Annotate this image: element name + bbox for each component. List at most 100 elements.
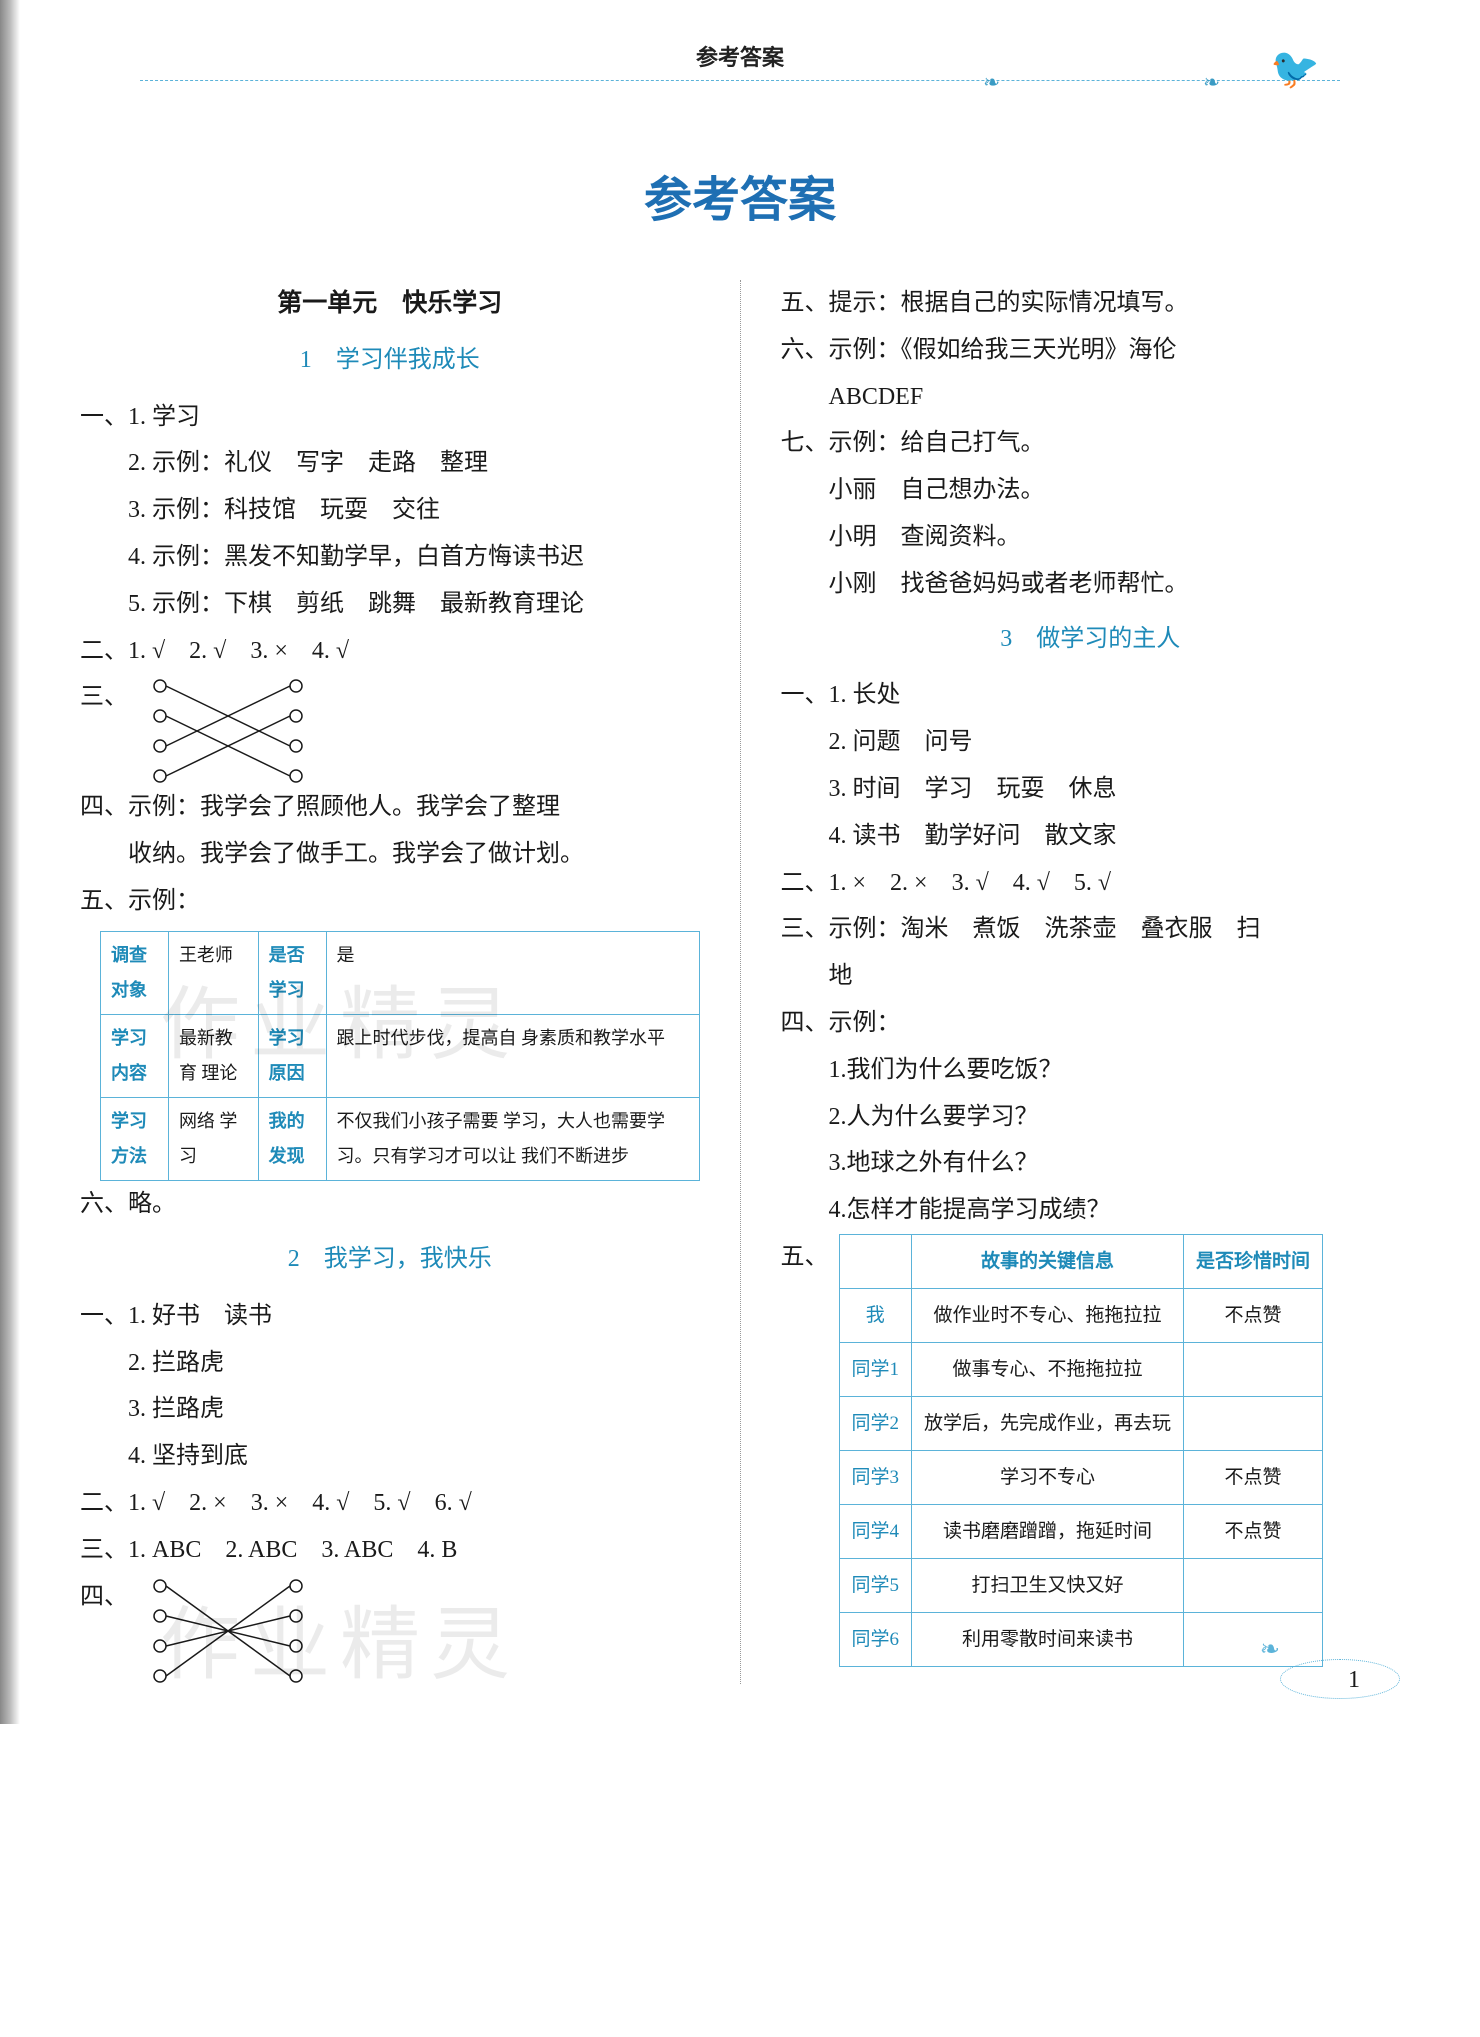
answer-line: 4.怎样才能提高学习成绩？ [781,1187,1401,1234]
answer-line: ABCDEF [781,374,1401,421]
cell: 利用零散时间来读书 [912,1613,1184,1667]
header-cell: 是否珍惜时间 [1184,1234,1323,1288]
cell: 学习内容 [101,1014,169,1097]
q4-label: 四、 [80,1574,128,1621]
answer-line: 3. 示例：科技馆 玩耍 交往 [80,487,700,534]
answer-line: 3. 拦路虎 [80,1386,700,1433]
answer-line: 六、示例：《假如给我三天光明》海伦 [781,327,1401,374]
answer-line: 一、1. 长处 [781,672,1401,719]
header-cell [839,1234,912,1288]
page-number-decoration [1280,1659,1400,1699]
answer-line: 2.人为什么要学习？ [781,1094,1401,1141]
cell: 我的发现 [258,1098,326,1181]
answer-line: 收纳。我学会了做手工。我学会了做计划。 [80,831,700,878]
cell: 调查对象 [101,931,169,1014]
survey-table: 调查对象 王老师 是否学习 是 学习内容 最新教育 理论 学习原因 跟上时代步伐… [100,931,700,1182]
table-header-row: 故事的关键信息 是否珍惜时间 [839,1234,1323,1288]
cell: 不仅我们小孩子需要 学习，大人也需要学 习。只有学习才可以让 我们不断进步 [326,1098,699,1181]
table-row: 学习内容 最新教育 理论 学习原因 跟上时代步伐，提高自 身素质和教学水平 [101,1014,700,1097]
cell: 我 [839,1288,912,1342]
q3-row: 三、 [80,674,700,784]
cell: 同学1 [839,1343,912,1397]
answer-line: 1.我们为什么要吃饭？ [781,1047,1401,1094]
cell: 读书磨磨蹭蹭，拖延时间 [912,1505,1184,1559]
table-row: 同学4 读书磨磨蹭蹭，拖延时间 不点赞 [839,1505,1323,1559]
answer-line: 一、1. 好书 读书 [80,1293,700,1340]
q4-row: 四、 [80,1574,700,1684]
answer-line: 二、1. √ 2. √ 3. × 4. √ [80,628,700,675]
q5-row: 五、 故事的关键信息 是否珍惜时间 我 做作业时不专心、拖拖拉拉 不点赞 同学1… [781,1234,1401,1667]
cell: 不点赞 [1184,1451,1323,1505]
cell: 放学后，先完成作业，再去玩 [912,1397,1184,1451]
cell: 是否学习 [258,931,326,1014]
answer-line: 4. 坚持到底 [80,1433,700,1480]
cell [1184,1343,1323,1397]
page-number: 1 [1348,1667,1360,1694]
column-divider [740,280,741,1684]
cell: 学习不专心 [912,1451,1184,1505]
q5-label: 五、 [781,1234,829,1281]
matching-diagram [148,674,308,784]
answer-line: 三、1. ABC 2. ABC 3. ABC 4. B [80,1527,700,1574]
table-row: 同学3 学习不专心 不点赞 [839,1451,1323,1505]
q4-label: 四、示例： [781,1000,1401,1047]
answer-line: 二、1. × 2. × 3. √ 4. √ 5. √ [781,860,1401,907]
cherish-time-table: 故事的关键信息 是否珍惜时间 我 做作业时不专心、拖拖拉拉 不点赞 同学1 做事… [839,1234,1324,1667]
leaf-icon: ❧ [1260,1635,1280,1664]
table-row: 同学6 利用零散时间来读书 [839,1613,1323,1667]
cell: 网络 学习 [168,1098,258,1181]
answer-line: 小刚 找爸爸妈妈或者老师帮忙。 [781,561,1401,608]
answer-line: 二、1. √ 2. × 3. × 4. √ 5. √ 6. √ [80,1480,700,1527]
leaf-icon: ❧ [983,70,1000,95]
table-row: 调查对象 王老师 是否学习 是 [101,931,700,1014]
cell: 同学4 [839,1505,912,1559]
cell: 同学2 [839,1397,912,1451]
table-row: 同学1 做事专心、不拖拖拉拉 [839,1343,1323,1397]
answer-line: 六、略。 [80,1181,700,1228]
header-decoration: 参考答案 🐦 ❧ ❧ [80,40,1400,120]
cell: 是 [326,931,699,1014]
answer-line: 2. 示例：礼仪 写字 走路 整理 [80,440,700,487]
table-row: 同学2 放学后，先完成作业，再去玩 [839,1397,1323,1451]
answer-line: 3.地球之外有什么？ [781,1140,1401,1187]
bird-icon: 🐦 [1270,45,1320,92]
answer-line: 五、提示：根据自己的实际情况填写。 [781,280,1401,327]
main-title: 参考答案 [80,160,1400,230]
cell [1184,1613,1323,1667]
cell: 做作业时不专心、拖拖拉拉 [912,1288,1184,1342]
content-columns: 第一单元 快乐学习 1 学习伴我成长 一、1. 学习 2. 示例：礼仪 写字 走… [80,280,1400,1684]
answer-line: 2. 拦路虎 [80,1340,700,1387]
leaf-icon: ❧ [1203,70,1220,95]
answer-line: 2. 问题 问号 [781,719,1401,766]
unit-title: 第一单元 快乐学习 [80,280,700,329]
table-row: 我 做作业时不专心、拖拖拉拉 不点赞 [839,1288,1323,1342]
header-cell: 故事的关键信息 [912,1234,1184,1288]
answer-line: 3. 时间 学习 玩耍 休息 [781,766,1401,813]
cell: 最新教育 理论 [168,1014,258,1097]
cell: 跟上时代步伐，提高自 身素质和教学水平 [326,1014,699,1097]
cell: 打扫卫生又快又好 [912,1559,1184,1613]
cell: 同学5 [839,1559,912,1613]
answer-line: 四、示例：我学会了照顾他人。我学会了整理 [80,784,700,831]
cell: 不点赞 [1184,1288,1323,1342]
answer-line: 三、示例：淘米 煮饭 洗茶壶 叠衣服 扫 [781,906,1401,953]
matching-diagram [148,1574,308,1684]
q5-label: 五、示例： [80,878,700,925]
right-column: 五、提示：根据自己的实际情况填写。 六、示例：《假如给我三天光明》海伦 ABCD… [781,280,1401,1684]
table-row: 学习方法 网络 学习 我的发现 不仅我们小孩子需要 学习，大人也需要学 习。只有… [101,1098,700,1181]
section-title-3: 3 做学习的主人 [781,616,1401,663]
cell: 同学6 [839,1613,912,1667]
answer-line: 七、示例：给自己打气。 [781,420,1401,467]
cell: 学习原因 [258,1014,326,1097]
cell [1184,1397,1323,1451]
left-column: 第一单元 快乐学习 1 学习伴我成长 一、1. 学习 2. 示例：礼仪 写字 走… [80,280,700,1684]
header-line [140,80,1340,81]
answer-line: 5. 示例：下棋 剪纸 跳舞 最新教育理论 [80,581,700,628]
cell: 王老师 [168,931,258,1014]
answer-line: 4. 示例：黑发不知勤学早，白首方悔读书迟 [80,534,700,581]
cell [1184,1559,1323,1613]
answer-line: 一、1. 学习 [80,394,700,441]
cell: 做事专心、不拖拖拉拉 [912,1343,1184,1397]
cell: 不点赞 [1184,1505,1323,1559]
section-title-2: 2 我学习，我快乐 [80,1236,700,1283]
